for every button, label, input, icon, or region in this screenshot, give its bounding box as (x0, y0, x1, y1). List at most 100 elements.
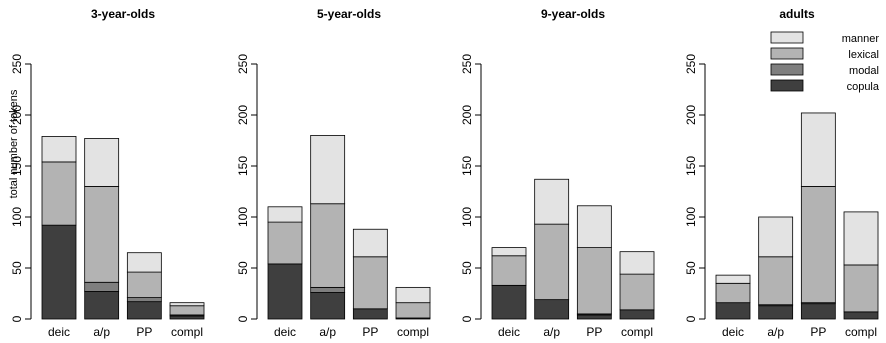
bar-segment-lexical (576, 247, 612, 315)
y-tick-label: 100 (10, 207, 24, 227)
bar-segment-lexical (310, 203, 346, 288)
legend-swatch-modal (770, 63, 804, 76)
x-tick-label: deic (722, 325, 744, 339)
x-tick-label: deic (274, 325, 296, 339)
bar-segment-copula (267, 263, 303, 320)
y-tick-label: 100 (460, 207, 474, 227)
y-tick-label: 200 (236, 105, 250, 125)
bar-segment-copula (715, 302, 751, 320)
x-tick-label: compl (397, 325, 429, 339)
bar-segment-manner (843, 211, 879, 266)
bar-segment-lexical (84, 185, 120, 283)
bar-segment-copula (534, 299, 570, 320)
x-tick-label: a/p (319, 325, 336, 339)
bar-segment-copula (619, 309, 655, 320)
bar-segment-copula (84, 291, 120, 320)
legend-label-copula: copula (847, 81, 880, 93)
y-tick-label: 0 (236, 315, 250, 322)
bar-segment-lexical (758, 256, 794, 306)
legend-label-modal: modal (849, 65, 879, 77)
y-tick-label: 250 (460, 54, 474, 74)
x-tick-label: PP (810, 325, 826, 339)
bar-segment-manner (352, 228, 388, 258)
y-tick-label: 50 (684, 261, 698, 275)
bar-segment-manner (41, 136, 77, 163)
bar-segment-copula (800, 303, 836, 320)
legend-swatch-manner (770, 31, 804, 44)
legend-swatch-copula (770, 79, 804, 92)
bar-segment-modal (126, 297, 162, 303)
bar-segment-copula (576, 314, 612, 320)
bar-segment-manner (126, 252, 162, 273)
bar-segment-manner (267, 206, 303, 223)
y-tick-label: 150 (460, 156, 474, 176)
legend-label-lexical: lexical (848, 49, 879, 61)
x-tick-label: deic (498, 325, 520, 339)
bar-segment-lexical (41, 161, 77, 226)
y-tick-label: 50 (10, 261, 24, 275)
bar-segment-modal (310, 286, 346, 293)
bar-segment-copula (126, 301, 162, 320)
bar-segment-copula (491, 284, 527, 320)
bar-segment-lexical (267, 221, 303, 265)
bar-segment-manner (534, 178, 570, 225)
panel-title: 9-year-olds (541, 7, 605, 21)
panel-title: 5-year-olds (317, 7, 381, 21)
bar-segment-lexical (715, 282, 751, 304)
x-tick-label: deic (48, 325, 70, 339)
y-tick-label: 200 (10, 105, 24, 125)
bar-segment-lexical (352, 256, 388, 310)
bar-segment-lexical (126, 271, 162, 298)
bar-segment-copula (310, 292, 346, 320)
bar-segment-manner (395, 286, 431, 304)
bar-segment-lexical (843, 264, 879, 313)
y-tick-label: 150 (10, 156, 24, 176)
bar-segment-lexical (395, 302, 431, 319)
bar-segment-lexical (491, 255, 527, 286)
y-tick-label: 50 (460, 261, 474, 275)
y-axis-label: total number of tokens (8, 89, 20, 198)
bar-segment-manner (715, 274, 751, 284)
x-tick-label: a/p (767, 325, 784, 339)
y-tick-label: 0 (10, 315, 24, 322)
bar-segment-copula (758, 305, 794, 320)
y-tick-label: 200 (684, 105, 698, 125)
x-tick-label: compl (845, 325, 877, 339)
y-tick-label: 100 (684, 207, 698, 227)
bar-segment-manner (619, 251, 655, 275)
y-tick-label: 150 (236, 156, 250, 176)
y-tick-label: 50 (236, 261, 250, 275)
y-tick-label: 0 (684, 315, 698, 322)
bar-segment-lexical (619, 273, 655, 311)
bar-segment-manner (169, 302, 205, 307)
panel-title: 3-year-olds (91, 7, 155, 21)
y-tick-label: 250 (684, 54, 698, 74)
bar-segment-modal (84, 281, 120, 292)
legend-swatch-lexical (770, 47, 804, 60)
y-tick-label: 250 (10, 54, 24, 74)
bar-segment-manner (576, 205, 612, 248)
bar-segment-lexical (800, 185, 836, 304)
y-tick-label: 100 (236, 207, 250, 227)
panel-title: adults (779, 7, 815, 21)
bar-segment-manner (310, 134, 346, 205)
bar-segment-manner (491, 247, 527, 257)
x-tick-label: compl (171, 325, 203, 339)
bar-segment-lexical (534, 223, 570, 301)
legend-label-manner: manner (842, 33, 880, 45)
bar-segment-copula (352, 308, 388, 320)
x-tick-label: PP (586, 325, 602, 339)
bar-segment-manner (84, 138, 120, 187)
bar-segment-manner (758, 216, 794, 258)
y-tick-label: 0 (460, 315, 474, 322)
bar-segment-copula (843, 311, 879, 320)
bar-segment-copula (169, 315, 205, 320)
x-tick-label: PP (362, 325, 378, 339)
bar-segment-copula (41, 224, 77, 320)
bar-segment-manner (800, 112, 836, 187)
x-tick-label: PP (136, 325, 152, 339)
x-tick-label: a/p (93, 325, 110, 339)
y-tick-label: 150 (684, 156, 698, 176)
y-tick-label: 250 (236, 54, 250, 74)
